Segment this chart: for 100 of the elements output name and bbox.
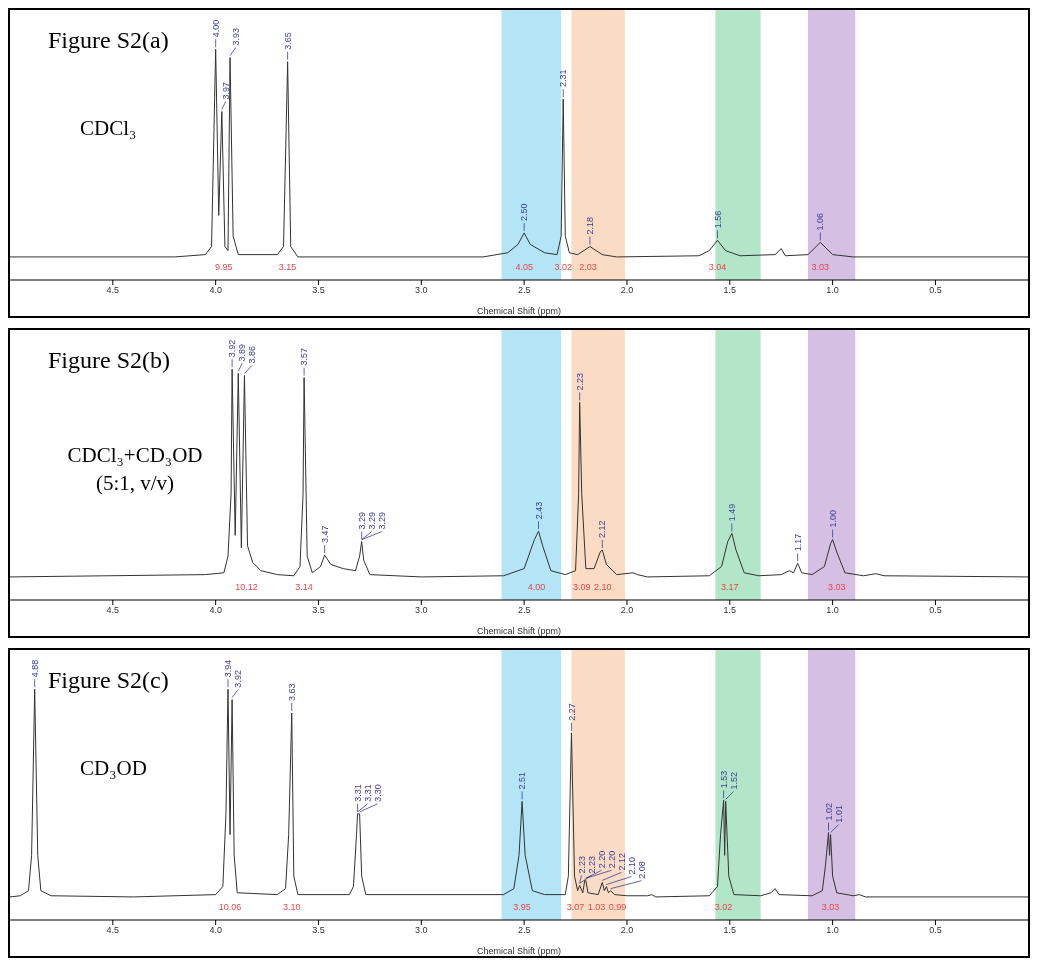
annotation: 3.02 [554, 261, 572, 272]
annotation: 3.89 [237, 343, 248, 362]
x-tick-label: 2.5 [517, 925, 531, 936]
annotation: 2.18 [585, 217, 596, 235]
x-tick-label: 1.5 [723, 285, 737, 296]
annotation: 3.92 [233, 670, 244, 688]
x-tick-label: 2.0 [620, 285, 634, 296]
annotation: 2.23 [586, 855, 597, 874]
annotation: 2.08 [636, 861, 647, 879]
annotation: 3.30 [372, 784, 383, 802]
x-tick-label: 2.0 [620, 605, 634, 616]
annotation: 10.12 [235, 581, 258, 592]
annotation: 3.03 [827, 581, 846, 592]
x-tick-label: 4.0 [209, 925, 222, 936]
annotation: 3.29 [356, 512, 367, 530]
chart-title: Figure S2(a) [48, 27, 169, 53]
annotation: 2.12 [616, 852, 627, 871]
annotation: 2.20 [596, 850, 607, 869]
annotation: 3.92 [227, 339, 238, 358]
annotation: 3.86 [247, 345, 258, 364]
annotation: 1.56 [712, 210, 723, 229]
annotation: 3.17 [721, 581, 739, 592]
annotation: 3.29 [366, 512, 377, 530]
x-tick-label: 0.5 [929, 925, 942, 936]
text: CD₃OD [80, 756, 147, 780]
annotation: 2.20 [606, 850, 617, 869]
annotation: 4.00 [527, 581, 546, 592]
x-tick-label: 3.0 [415, 925, 428, 936]
x-tick-label: 3.5 [312, 285, 325, 296]
annotation: 9.95 [215, 261, 233, 272]
annotation: 3.29 [376, 512, 387, 530]
annotation: 0.99 [608, 901, 627, 912]
annotation: 3.14 [295, 581, 313, 592]
x-tick-label: 3.0 [415, 605, 428, 616]
annotation: 1.02 [823, 803, 834, 821]
annotation: 4.00 [210, 19, 221, 38]
chart-title: Figure S2(b) [48, 347, 170, 373]
annotation: 1.49 [727, 503, 737, 522]
text: CDCl₃+CD₃OD (5:1, v/v) [67, 443, 203, 495]
annotation: 3.07 [566, 901, 585, 912]
x-tick-label: 1.0 [826, 285, 839, 296]
x-tick-label: 4.0 [209, 285, 222, 296]
annotation: 3.03 [811, 261, 830, 272]
annotation: 3.09 [572, 581, 591, 592]
annotation: 3.02 [714, 901, 733, 912]
annotation: 2.31 [558, 69, 569, 88]
x-tick-label: 3.5 [312, 605, 325, 616]
annotation: 2.10 [593, 581, 612, 592]
annotation: 3.95 [513, 901, 531, 912]
annotation: 3.15 [278, 261, 297, 272]
x-tick-label: 1.0 [826, 925, 839, 936]
annotation: 4.88 [29, 659, 40, 678]
annotation: 3.94 [223, 659, 234, 678]
annotation: 1.01 [833, 805, 844, 823]
annotation: 3.93 [230, 28, 241, 46]
annotation: 3.10 [282, 901, 301, 912]
annotation: 3.03 [821, 901, 840, 912]
annotation: 1.00 [827, 510, 838, 528]
annotation: 1.06 [815, 212, 826, 231]
annotation: 3.31 [352, 784, 363, 802]
x-tick-label: 2.5 [517, 605, 531, 616]
text: CDCl₃ [80, 116, 137, 140]
annotation: 2.10 [626, 857, 637, 875]
x-tick-label: 1.0 [826, 605, 839, 616]
x-tick-label: 2.0 [620, 925, 634, 936]
x-axis-title: Chemical Shift (ppm) [476, 306, 562, 316]
annotation: 3.57 [299, 348, 310, 366]
x-axis-title: Chemical Shift (ppm) [476, 626, 562, 636]
annotation: 2.03 [579, 261, 597, 272]
annotation: 2.51 [517, 771, 528, 790]
annotation: 3.47 [319, 525, 330, 543]
annotation: 2.23 [574, 372, 585, 391]
annotation: 4.05 [515, 261, 533, 272]
annotation: 3.31 [362, 784, 373, 802]
x-tick-label: 0.5 [929, 285, 942, 296]
annotation: 2.12 [597, 520, 608, 538]
annotation: 2.23 [576, 855, 587, 874]
annotation: 1.52 [728, 771, 739, 790]
x-tick-label: 0.5 [929, 605, 942, 616]
x-tick-label: 4.5 [106, 925, 120, 936]
annotation: 3.97 [220, 82, 231, 100]
annotation: 1.03 [587, 901, 606, 912]
annotation: 2.50 [519, 203, 530, 221]
annotation: 2.43 [533, 501, 544, 520]
x-tick-label: 3.0 [415, 285, 428, 296]
annotation: 1.17 [792, 533, 803, 552]
annotation: 10.06 [218, 901, 242, 912]
x-tick-label: 3.5 [312, 925, 325, 936]
annotation: 1.53 [718, 770, 729, 789]
annotation: 3.63 [286, 683, 297, 701]
x-tick-label: 4.5 [106, 285, 120, 296]
annotation: 3.65 [282, 32, 293, 50]
x-tick-label: 1.5 [723, 925, 737, 936]
chart-title: Figure S2(c) [48, 667, 169, 693]
annotation: 2.27 [566, 703, 577, 721]
x-tick-label: 4.5 [106, 605, 120, 616]
x-tick-label: 1.5 [723, 605, 737, 616]
x-tick-label: 2.5 [517, 285, 531, 296]
x-tick-label: 4.0 [209, 605, 222, 616]
x-axis-title: Chemical Shift (ppm) [476, 946, 562, 956]
